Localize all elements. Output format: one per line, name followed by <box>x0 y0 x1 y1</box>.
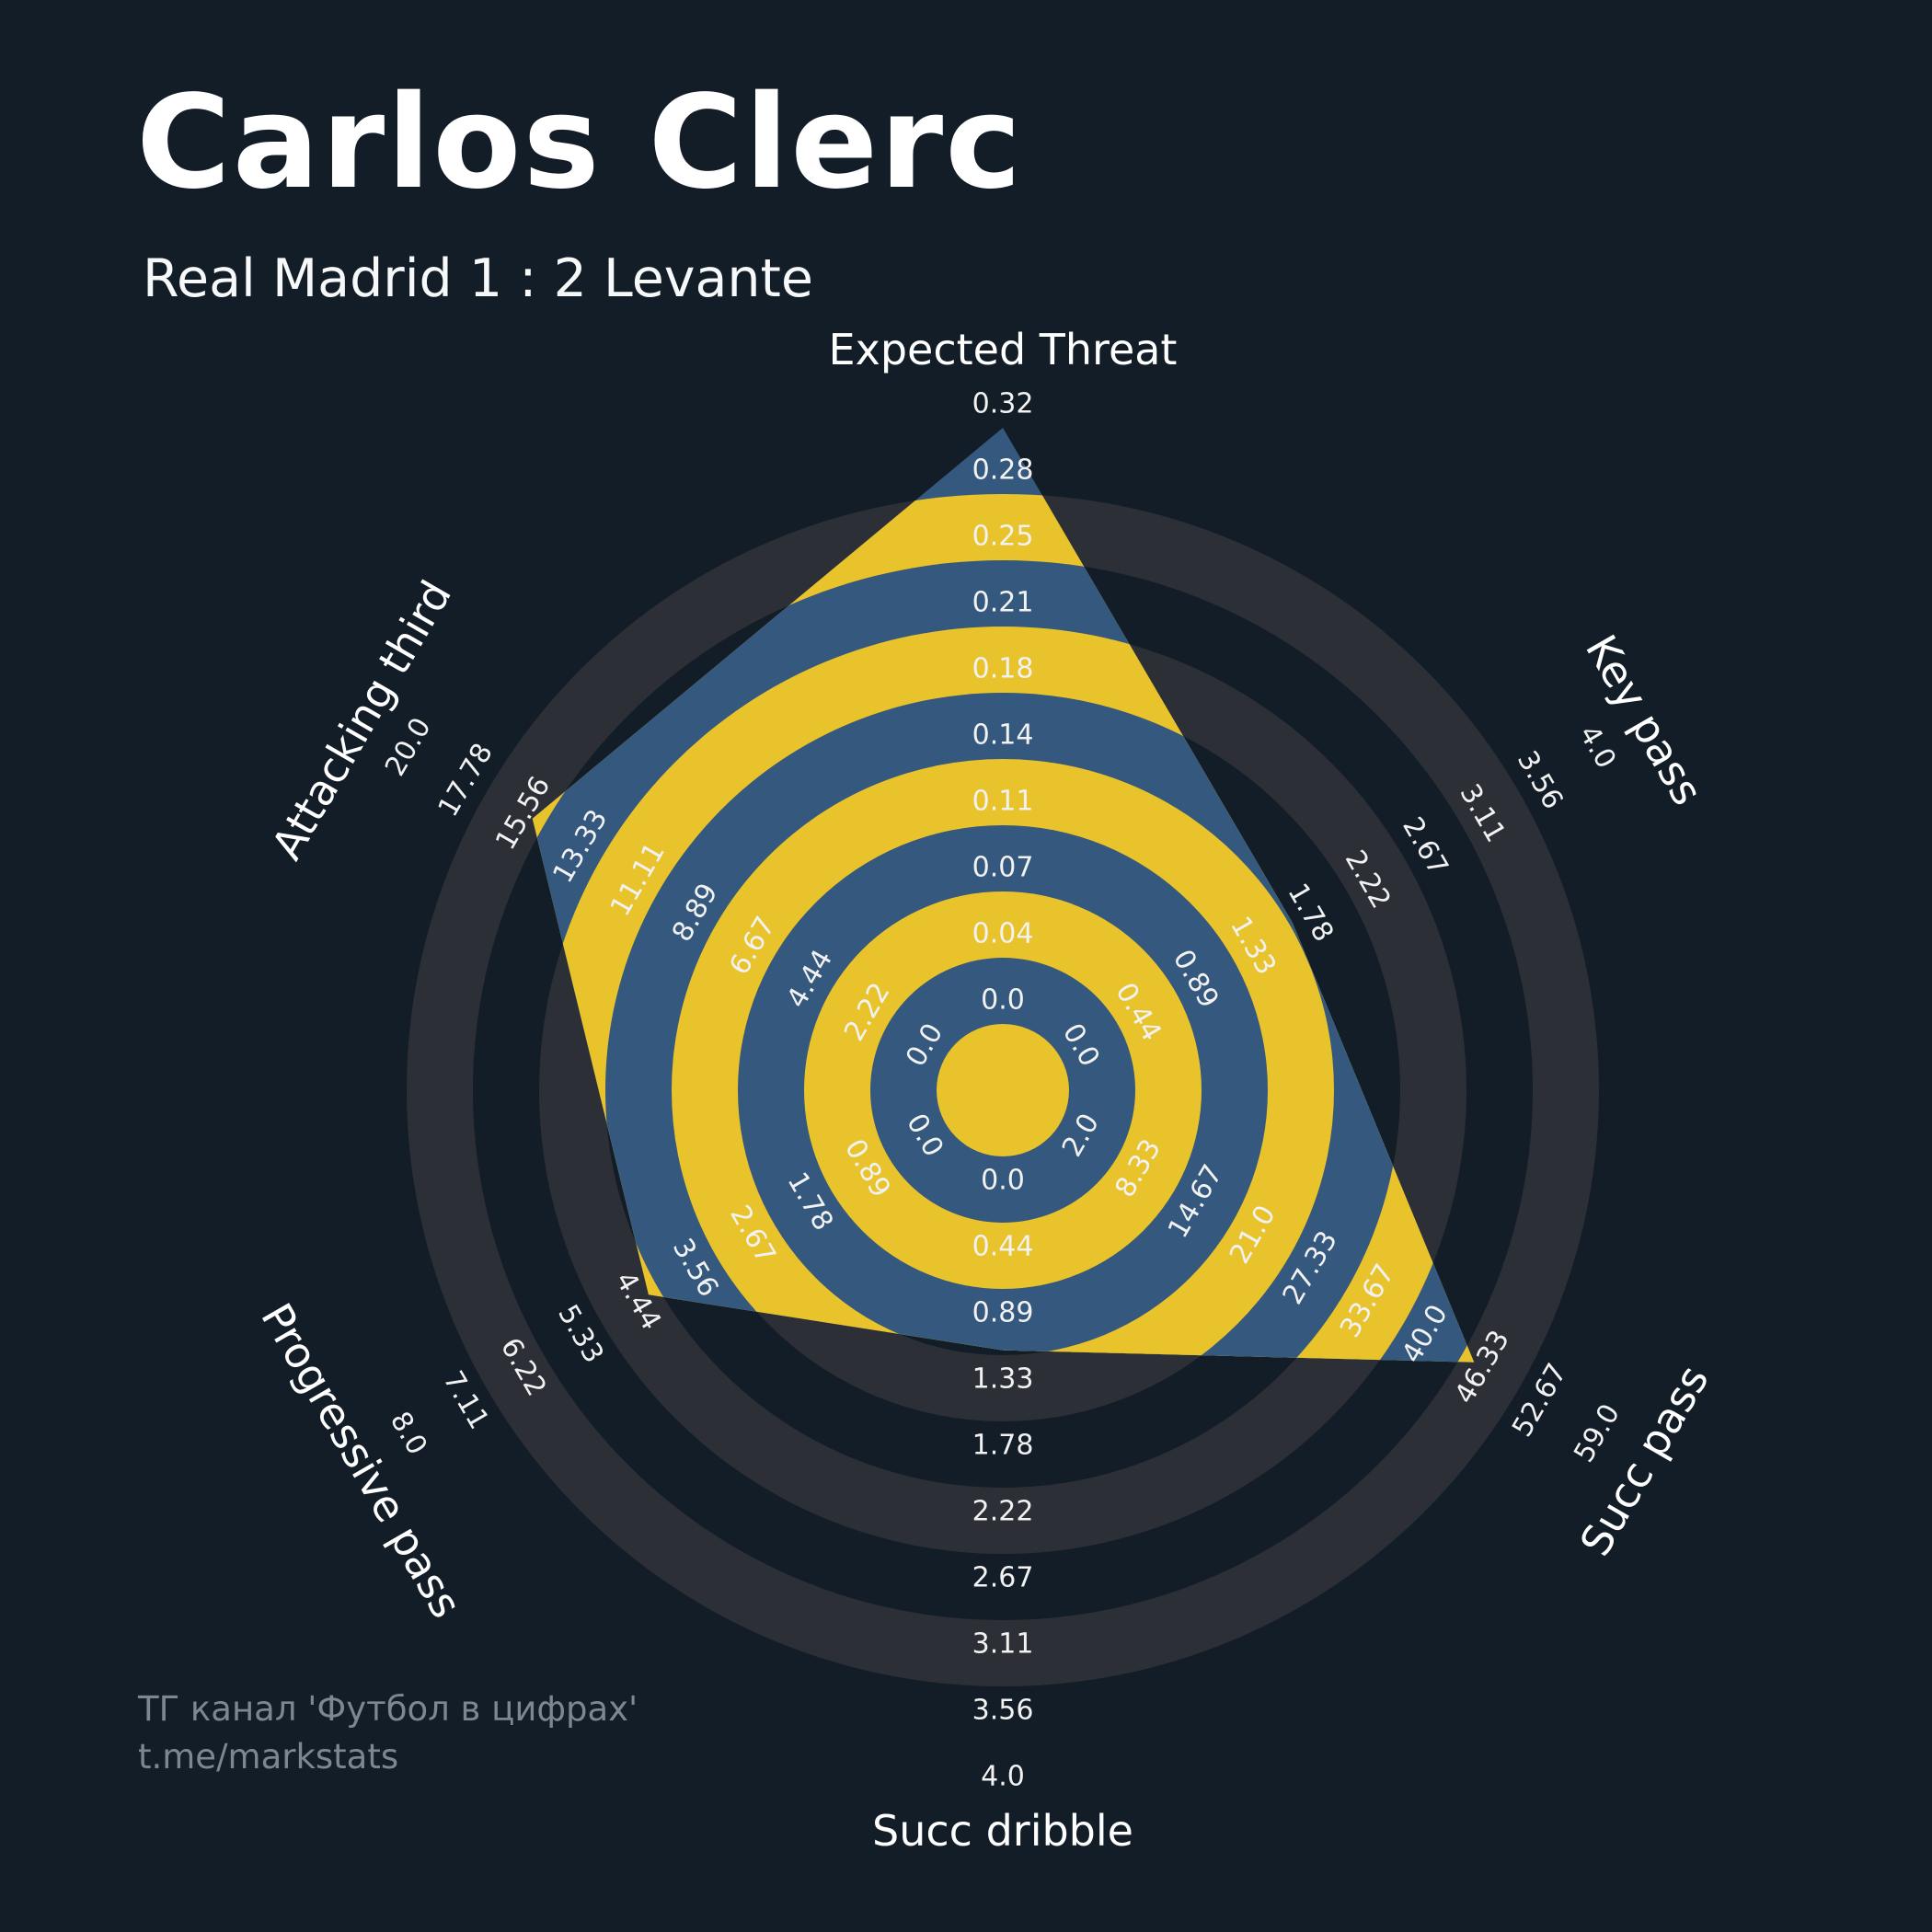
tick-label: 4.0 <box>981 1761 1025 1793</box>
axis-label-expected-threat: Expected Threat <box>829 325 1178 374</box>
tick-label: 3.56 <box>972 1695 1034 1727</box>
tick-label: 2.67 <box>972 1562 1034 1594</box>
tick-label: 0.25 <box>972 521 1034 553</box>
tick-label: 0.14 <box>972 719 1034 752</box>
match-result-subtitle: Real Madrid 1 : 2 Levante <box>143 248 813 309</box>
tick-label: 0.0 <box>981 984 1025 1017</box>
tick-label: 0.89 <box>972 1297 1034 1329</box>
tick-label: 0.44 <box>972 1231 1034 1263</box>
tick-label: 0.0 <box>981 1165 1025 1197</box>
tick-label: 1.78 <box>972 1430 1034 1462</box>
tick-label: 0.28 <box>972 454 1034 487</box>
tick-label: 0.21 <box>972 587 1034 619</box>
tick-label: 0.04 <box>972 918 1034 950</box>
radar-ring-inner <box>937 1024 1069 1156</box>
footer-channel-line: ТГ канал 'Футбол в цифрах' <box>138 1689 638 1729</box>
tick-label: 0.07 <box>972 852 1034 884</box>
axis-label-succ-dribble: Succ dribble <box>872 1806 1133 1856</box>
tick-label: 3.11 <box>972 1628 1034 1661</box>
tick-label: 0.32 <box>972 388 1034 420</box>
tick-label: 1.33 <box>972 1363 1034 1396</box>
player-name-title: Carlos Clerc <box>136 68 1024 218</box>
tick-label: 0.18 <box>972 653 1034 685</box>
footer-credit: ТГ канал 'Футбол в цифрах' t.me/markstat… <box>138 1685 638 1781</box>
footer-link-line: t.me/markstats <box>138 1736 399 1777</box>
tick-label: 0.11 <box>972 786 1034 818</box>
tick-label: 2.22 <box>972 1496 1034 1528</box>
